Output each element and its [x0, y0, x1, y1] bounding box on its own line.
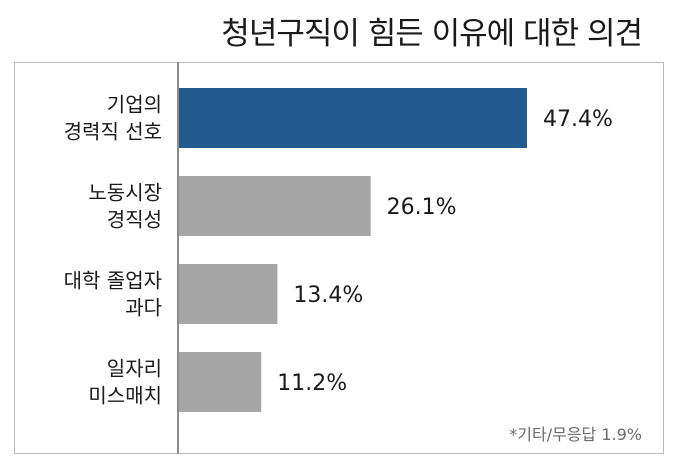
- category-label-2-line-2: 경직성: [107, 208, 162, 232]
- category-label-1-line-2: 경력직 선호: [64, 120, 162, 144]
- bar-3: [179, 264, 278, 324]
- bar-2: [179, 176, 371, 236]
- bar-4: [179, 352, 262, 412]
- footnote: *기타/무응답 1.9%: [509, 425, 642, 444]
- chart-title: 청년구직이 힘든 이유에 대한 의견: [221, 16, 643, 52]
- bar-1: [179, 88, 527, 148]
- category-label-4-line-2: 미스매치: [88, 384, 162, 408]
- category-label-3-line-1: 대학 졸업자: [64, 269, 162, 293]
- category-label-2-line-1: 노동시장: [88, 181, 162, 205]
- value-label-2: 26.1%: [387, 195, 457, 220]
- value-label-4: 11.2%: [277, 371, 347, 396]
- category-label-3-line-2: 과다: [125, 296, 162, 320]
- value-label-3: 13.4%: [293, 283, 363, 308]
- value-label-1: 47.4%: [543, 107, 613, 132]
- category-label-4-line-1: 일자리: [107, 357, 162, 381]
- category-label-1-line-1: 기업의: [107, 93, 162, 117]
